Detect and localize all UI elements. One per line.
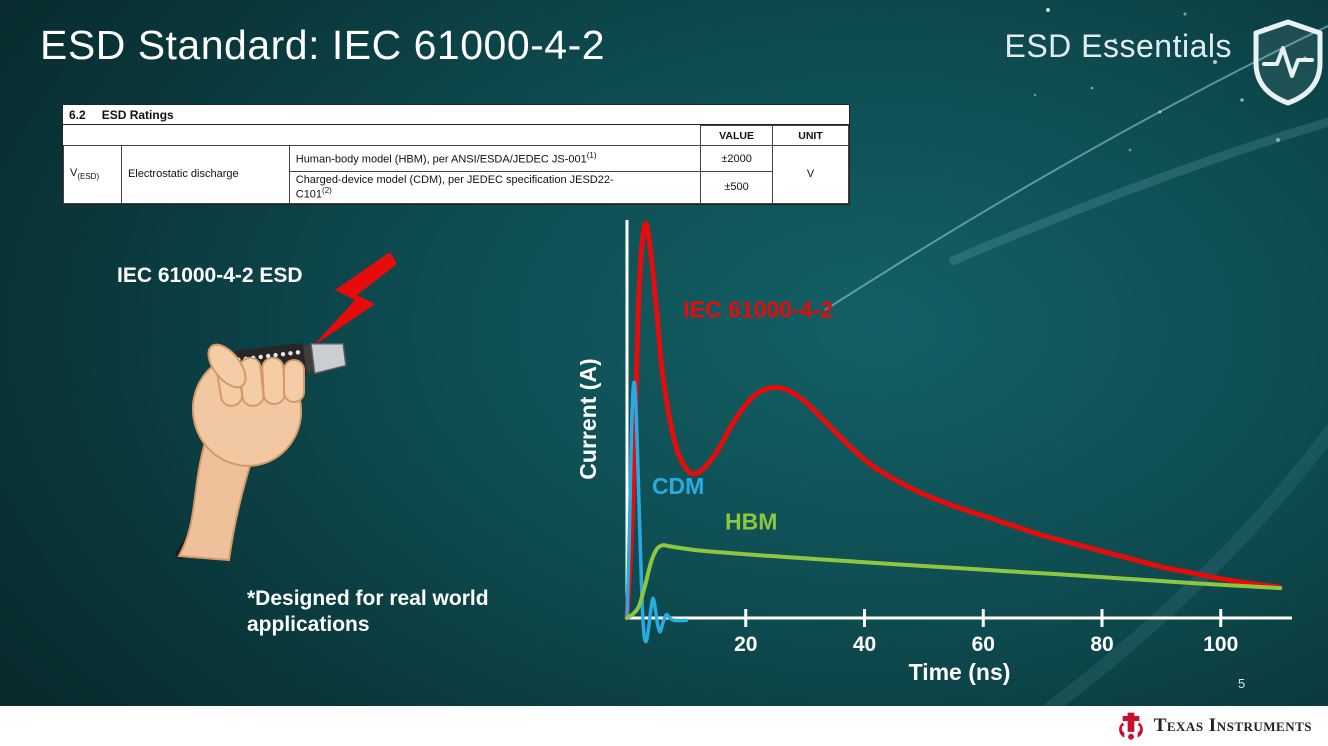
param-symbol: V xyxy=(70,167,78,180)
series-label: IEC 61000-4-2 xyxy=(683,296,833,322)
chart-canvas: 20 40 60 80 100 Time (ns) Current (A) IEC 61000… xyxy=(575,220,1292,685)
x-tick-label: 80 xyxy=(1090,633,1113,656)
x-tick-label: 20 xyxy=(734,633,757,656)
param-name-cell: Electrostatic discharge xyxy=(120,145,290,204)
param-symbol-cell: V(ESD) xyxy=(63,145,122,204)
table-header-row: VALUE UNIT xyxy=(64,125,849,146)
table-row: V(ESD) Electrostatic discharge Human-bod… xyxy=(63,145,849,204)
condition-hbm-footnote: (1) xyxy=(586,151,597,161)
x-axis-title: Time (ns) xyxy=(909,659,1011,685)
esd-shield-icon xyxy=(1253,19,1323,106)
x-tick-label: 40 xyxy=(853,633,876,656)
hand-holding-hdmi-illustration xyxy=(175,252,397,562)
condition-hbm-cell: Human-body model (HBM), per ANSI/ESDA/JE… xyxy=(288,145,702,172)
arm xyxy=(177,434,257,562)
esd-ratings-table: 6.2 ESD Ratings VALUE UNIT V(ESD) Electro… xyxy=(62,104,850,205)
esd-waveform-chart: 20 40 60 80 100 Time (ns) Current (A) IEC 61000… xyxy=(575,210,1300,690)
ti-wordmark: Texas Instruments xyxy=(1153,715,1312,736)
condition-cdm-cell: Charged-device model (CDM), per JEDEC sp… xyxy=(288,171,702,204)
condition-cdm-footnote: (2) xyxy=(322,186,332,195)
ti-logo-icon xyxy=(1118,712,1143,740)
page-number: 5 xyxy=(1238,676,1246,691)
unit-cell: V xyxy=(772,145,849,204)
value-column-header: VALUE xyxy=(700,125,774,146)
slide-title: ESD Standard: IEC 61000-4-2 xyxy=(40,22,606,68)
section-number: 6.2 xyxy=(69,108,86,122)
designed-caption: *Designed for real world applications xyxy=(247,587,489,637)
x-tick-label: 60 xyxy=(972,633,995,656)
thumb xyxy=(207,343,247,389)
series-curve xyxy=(625,380,689,644)
unit-column-header: UNIT xyxy=(772,125,849,146)
header-spacer xyxy=(64,126,701,146)
ratings-heading: 6.2 ESD Ratings xyxy=(63,105,849,125)
value-hbm-cell: ±2000 xyxy=(700,145,774,172)
series-curve xyxy=(624,221,1283,621)
y-axis-title: Current (A) xyxy=(580,358,601,479)
series-curve xyxy=(625,543,1283,620)
series-label: HBM xyxy=(725,509,777,535)
lightning-bolt-icon xyxy=(313,252,397,346)
series-brand: ESD Essentials xyxy=(1004,28,1232,64)
iec-esd-label: IEC 61000-4-2 ESD xyxy=(117,264,303,287)
connector-metal-tip xyxy=(310,342,347,375)
param-symbol-sub: (ESD) xyxy=(77,172,100,182)
series-label: CDM xyxy=(652,473,704,499)
footer-bar: Texas Instruments xyxy=(0,706,1328,746)
x-tick-label: 100 xyxy=(1203,633,1238,656)
heartbeat-pulse-icon xyxy=(1262,46,1314,78)
section-title: ESD Ratings xyxy=(101,108,174,122)
ti-logo: Texas Instruments xyxy=(1116,709,1312,743)
condition-hbm-text: Human-body model (HBM), per ANSI/ESDA/JE… xyxy=(295,153,587,166)
value-cdm-cell: ±500 xyxy=(700,171,774,204)
ratings-grid: VALUE UNIT V(ESD) Electrostatic discharg… xyxy=(63,125,849,204)
condition-cdm-text: Charged-device model (CDM), per JEDEC sp… xyxy=(295,174,614,201)
table-row: Charged-device model (CDM), per JEDEC sp… xyxy=(64,171,849,204)
